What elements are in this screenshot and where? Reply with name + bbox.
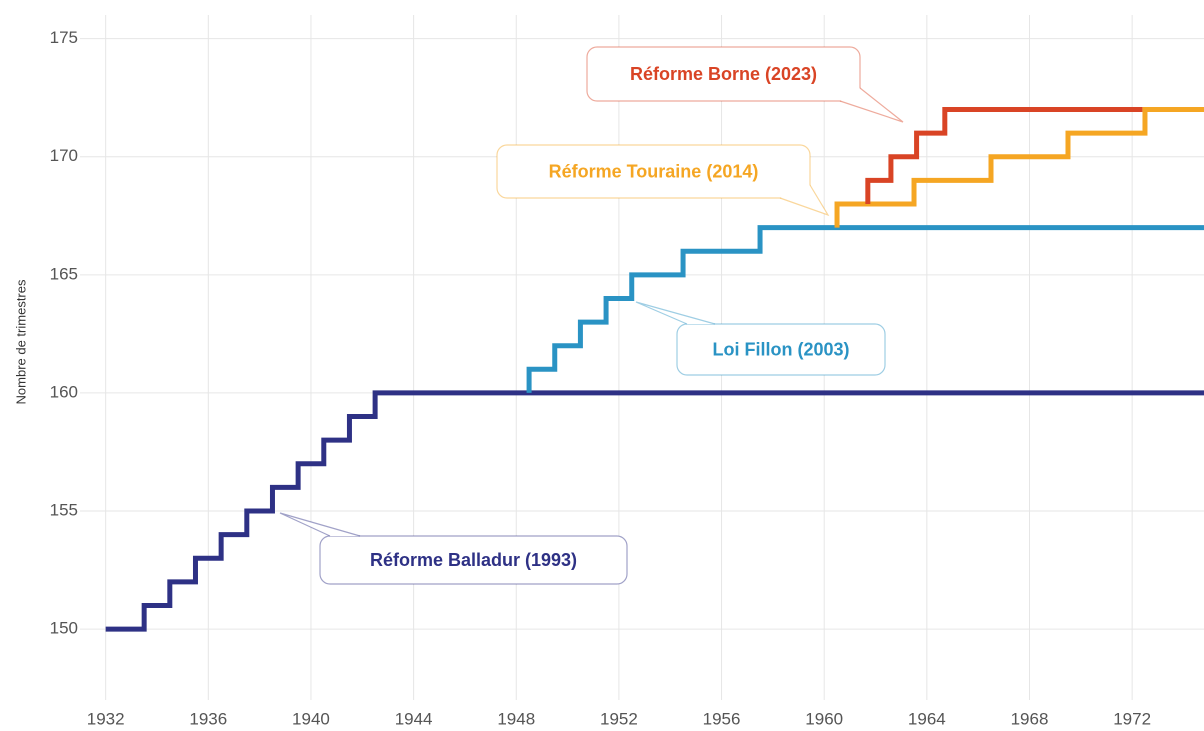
y-tick-label: 170 — [50, 146, 78, 165]
callout-box — [496, 144, 811, 199]
x-tick-label: 1956 — [703, 709, 741, 728]
x-tick-label: 1964 — [908, 709, 946, 728]
x-tick-label: 1940 — [292, 709, 330, 728]
x-tick-label: 1932 — [87, 709, 125, 728]
y-tick-label: 150 — [50, 619, 78, 638]
annotation: Réforme Touraine (2014) — [549, 161, 759, 181]
x-tick-label: 1948 — [497, 709, 535, 728]
annotation: Loi Fillon (2003) — [712, 339, 849, 359]
step-line — [865, 106, 1143, 204]
callout-box — [319, 535, 628, 585]
annotation: Réforme Balladur (1993) — [370, 550, 577, 570]
step-line — [526, 225, 1204, 393]
callout-pointer — [279, 512, 361, 537]
x-tick-label: 1968 — [1011, 709, 1049, 728]
callout-pointer — [839, 87, 904, 123]
callout-pointer — [779, 184, 830, 217]
step-line — [834, 106, 1204, 228]
x-tick-label: 1972 — [1113, 709, 1151, 728]
y-axis-label: Nombre de trimestres — [13, 279, 28, 404]
step-line — [105, 390, 1204, 632]
y-tick-label: 155 — [50, 501, 78, 520]
x-tick-label: 1952 — [600, 709, 638, 728]
callout-box — [676, 323, 886, 376]
y-tick-label: 160 — [50, 382, 78, 401]
y-tick-label: 175 — [50, 28, 78, 47]
x-tick-label: 1960 — [805, 709, 843, 728]
y-tick-label: 165 — [50, 264, 78, 283]
x-tick-label: 1944 — [395, 709, 433, 728]
callout-box — [586, 46, 861, 102]
annotation: Réforme Borne (2023) — [630, 64, 817, 84]
callout-pointer — [635, 301, 716, 325]
x-tick-label: 1936 — [189, 709, 227, 728]
